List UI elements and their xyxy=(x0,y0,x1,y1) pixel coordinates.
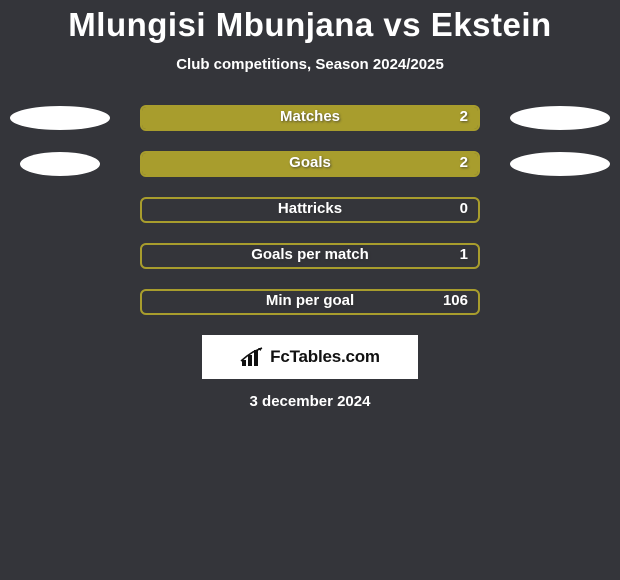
stat-row: Goals per match1 xyxy=(0,243,620,271)
fctables-logo-box: FcTables.com xyxy=(202,335,418,379)
comparison-chart: Matches2 Goals2 Hattricks0 Goals per match1… xyxy=(0,105,620,317)
bar-track xyxy=(140,197,480,223)
stat-row: Matches2 xyxy=(0,105,620,133)
bar-track xyxy=(140,151,480,177)
stat-row: Goals2 xyxy=(0,151,620,179)
ellipse-left xyxy=(20,152,100,176)
ellipse-right xyxy=(510,152,610,176)
bar-fill xyxy=(142,153,478,175)
stat-row: Min per goal106 xyxy=(0,289,620,317)
bar-track xyxy=(140,105,480,131)
bar-track xyxy=(140,243,480,269)
bar-chart-icon xyxy=(240,346,264,368)
page-title: Mlungisi Mbunjana vs Ekstein xyxy=(0,0,620,44)
bar-track xyxy=(140,289,480,315)
subtitle: Club competitions, Season 2024/2025 xyxy=(0,56,620,73)
date-text: 3 december 2024 xyxy=(0,393,620,410)
ellipse-right xyxy=(510,106,610,130)
logo-text: FcTables.com xyxy=(270,347,380,367)
ellipse-left xyxy=(10,106,110,130)
stat-row: Hattricks0 xyxy=(0,197,620,225)
bar-fill xyxy=(142,107,478,129)
